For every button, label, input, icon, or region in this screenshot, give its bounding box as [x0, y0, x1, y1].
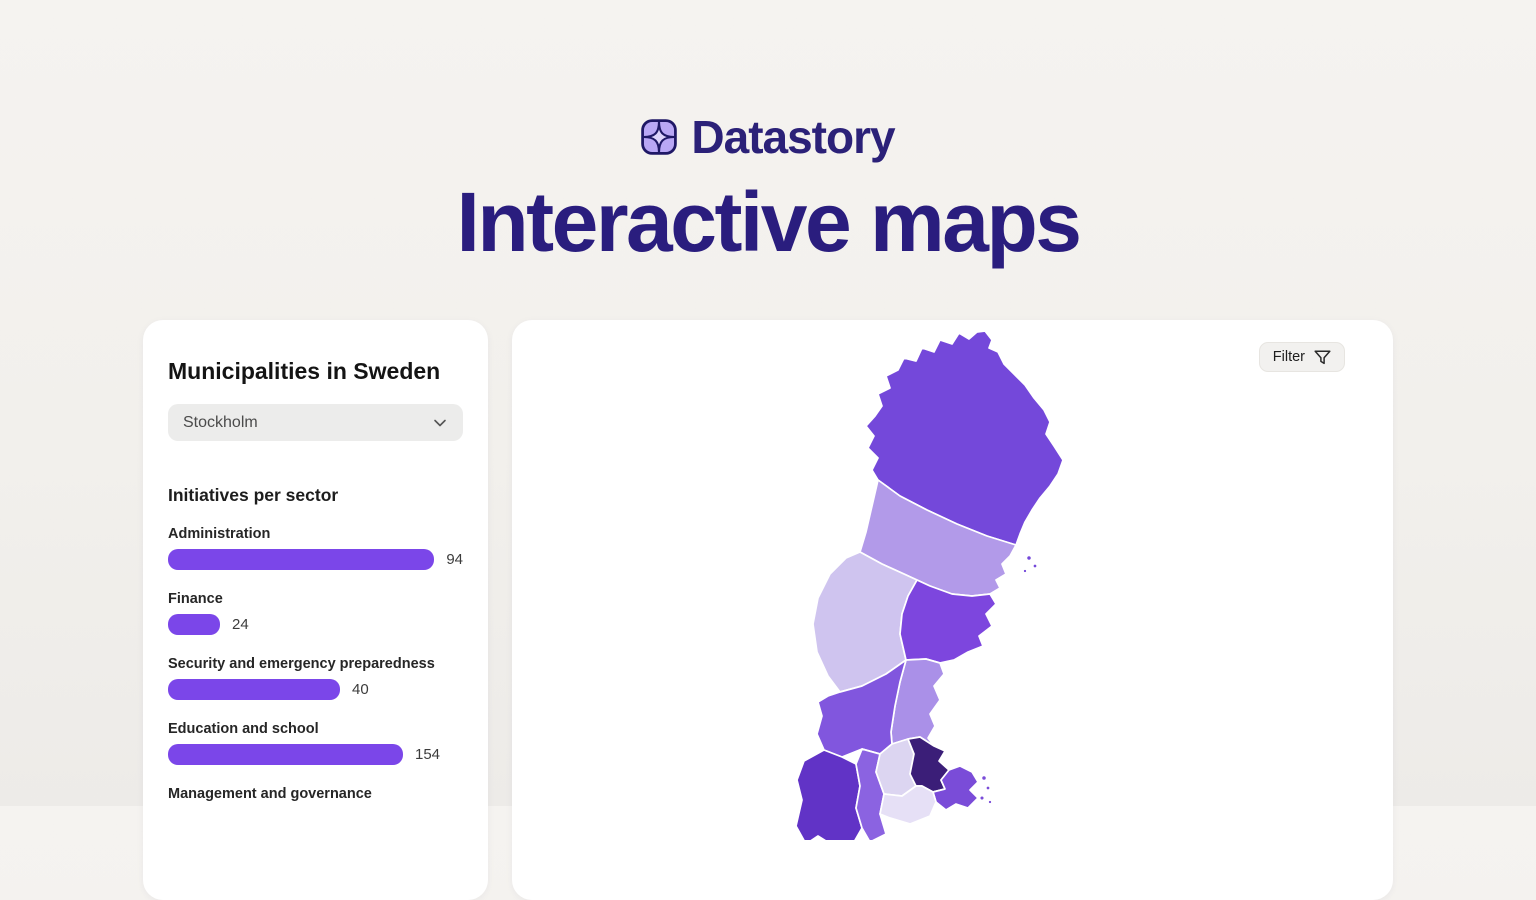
section-title: Initiatives per sector — [168, 485, 339, 505]
datastory-logo-icon — [641, 119, 678, 155]
bar-item: Management and governance — [168, 786, 463, 802]
bar-value: 40 — [352, 681, 369, 698]
municipality-select-value: Stockholm — [183, 413, 258, 431]
bar-value: 154 — [415, 746, 441, 763]
page-title: Interactive maps — [456, 175, 1082, 269]
map-islet[interactable] — [1022, 568, 1028, 574]
bar-label: Finance — [168, 591, 223, 607]
bar — [168, 679, 340, 700]
bar-label: Security and emergency preparedness — [168, 656, 435, 672]
funnel-icon — [1314, 349, 1331, 364]
bar-label: Administration — [168, 526, 271, 542]
bar-value: 94 — [446, 551, 463, 568]
filter-button[interactable]: Filter — [1258, 342, 1345, 372]
map-region-varmland[interactable] — [795, 749, 863, 840]
bar-item: Education and school 154 — [168, 721, 463, 765]
map-islet[interactable] — [987, 799, 993, 805]
bar-value: 24 — [232, 616, 249, 633]
brand: Datastory — [0, 0, 1536, 164]
bar-label: Management and governance — [168, 786, 372, 802]
sector-bar-chart: Administration 94 Finance 24 Security and em… — [168, 526, 463, 802]
bar — [168, 744, 403, 765]
sweden-map — [795, 330, 1064, 840]
municipalities-panel: Municipalities in Sweden Stockholm Initi… — [143, 320, 488, 900]
map-islet[interactable] — [1031, 562, 1039, 570]
map-islet[interactable] — [980, 774, 988, 782]
bar-label: Education and school — [168, 721, 319, 737]
chevron-down-icon — [434, 419, 446, 426]
bar-item: Administration 94 — [168, 526, 463, 570]
map-islet[interactable] — [978, 794, 986, 802]
brand-wordmark: Datastory — [691, 111, 895, 163]
panel-title: Municipalities in Sweden — [168, 358, 441, 384]
filter-button-label: Filter — [1272, 349, 1305, 365]
bar — [168, 614, 220, 635]
map-islet[interactable] — [1025, 554, 1033, 562]
bar-item: Security and emergency preparedness 40 — [168, 656, 463, 700]
map-panel: Filter — [512, 320, 1393, 900]
map-region-vasternorrland[interactable] — [899, 579, 997, 664]
municipality-select[interactable]: Stockholm — [168, 404, 463, 441]
map-islet[interactable] — [984, 784, 992, 792]
bar-item: Finance 24 — [168, 591, 463, 635]
map-region-stockholm[interactable] — [932, 765, 979, 811]
bar — [168, 549, 435, 570]
